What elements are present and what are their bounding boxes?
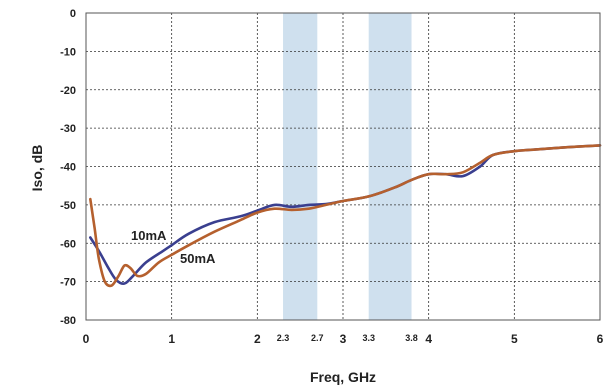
annotation-50ma: 50mA: [180, 251, 216, 266]
tick-labels: 0 -10 -20 -30 -40 -50 -60 -70 -80 0 1 2 3 4 5 6 2.3 2.7 3.…: [60, 8, 604, 346]
annotation-10ma: 10mA: [131, 228, 167, 243]
y-tick-label: -30: [60, 123, 76, 135]
x-axis-title: Freq, GHz: [310, 369, 376, 385]
x-tick-label: 4: [425, 332, 432, 346]
y-tick-label: -70: [60, 277, 76, 289]
x-tick-label: 3: [340, 332, 347, 346]
band-0: [283, 13, 318, 320]
y-tick-label: -10: [60, 46, 76, 58]
plot-frame: [85, 12, 601, 321]
x-minor-tick-label: 3.3: [362, 333, 375, 343]
x-tick-label: 5: [511, 332, 518, 346]
y-tick-label: -50: [60, 200, 76, 212]
x-tick-label: 0: [83, 332, 90, 346]
y-axis-title: Iso, dB: [29, 145, 45, 192]
x-tick-label: 2: [254, 332, 261, 346]
gridlines: [86, 13, 600, 320]
series-lines: [89, 144, 602, 288]
y-tick-label: -80: [60, 315, 76, 327]
y-tick-label: -20: [60, 85, 76, 97]
y-tick-label: 0: [70, 8, 76, 20]
x-minor-tick-label: 2.3: [277, 333, 290, 343]
y-tick-label: -40: [60, 162, 76, 174]
y-tick-label: -60: [60, 238, 76, 250]
x-minor-tick-label: 3.8: [405, 333, 418, 343]
series-line-10ma: [89, 144, 602, 285]
x-minor-tick-label: 2.7: [311, 333, 324, 343]
x-tick-label: 1: [168, 332, 175, 346]
x-tick-label: 6: [597, 332, 604, 346]
series-line-50ma: [89, 144, 602, 288]
